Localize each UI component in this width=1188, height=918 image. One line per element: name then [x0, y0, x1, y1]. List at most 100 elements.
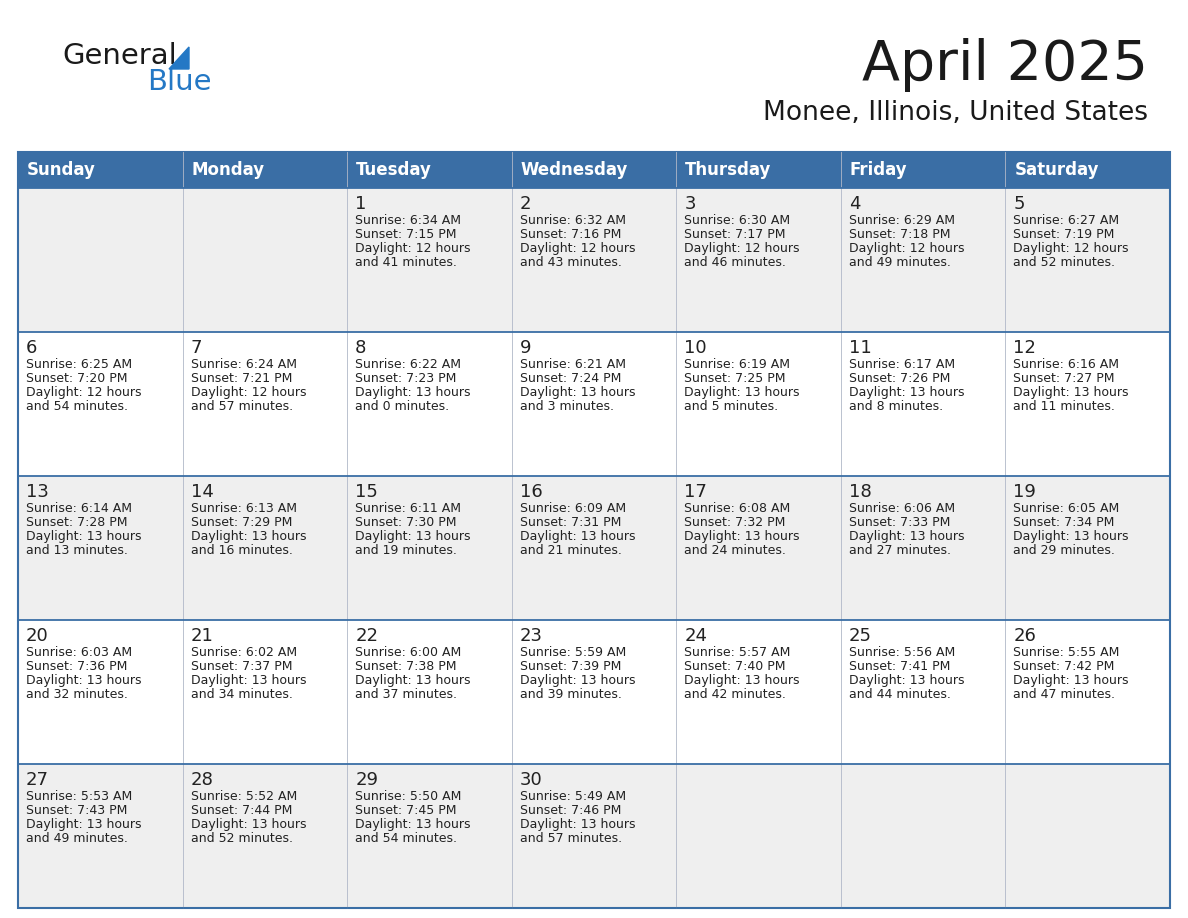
- Text: Daylight: 13 hours: Daylight: 13 hours: [1013, 530, 1129, 543]
- Text: Monee, Illinois, United States: Monee, Illinois, United States: [763, 100, 1148, 126]
- Text: 5: 5: [1013, 195, 1025, 213]
- Text: and 47 minutes.: and 47 minutes.: [1013, 688, 1116, 701]
- Text: and 39 minutes.: and 39 minutes.: [519, 688, 621, 701]
- Bar: [18, 152, 1170, 908]
- Text: Daylight: 13 hours: Daylight: 13 hours: [1013, 674, 1129, 687]
- Text: Sunset: 7:46 PM: Sunset: 7:46 PM: [519, 804, 621, 817]
- Text: Sunset: 7:26 PM: Sunset: 7:26 PM: [849, 372, 950, 385]
- Text: Sunrise: 6:17 AM: Sunrise: 6:17 AM: [849, 358, 955, 371]
- Bar: [841, 152, 1005, 188]
- Text: 15: 15: [355, 483, 378, 501]
- Text: Daylight: 13 hours: Daylight: 13 hours: [26, 530, 141, 543]
- Text: 24: 24: [684, 627, 707, 645]
- Text: 13: 13: [26, 483, 49, 501]
- Text: and 57 minutes.: and 57 minutes.: [519, 832, 621, 845]
- Text: and 0 minutes.: and 0 minutes.: [355, 400, 449, 413]
- Text: Sunrise: 5:53 AM: Sunrise: 5:53 AM: [26, 790, 132, 803]
- Bar: [18, 152, 183, 188]
- Text: and 49 minutes.: and 49 minutes.: [849, 256, 950, 269]
- Text: and 8 minutes.: and 8 minutes.: [849, 400, 943, 413]
- Text: Daylight: 13 hours: Daylight: 13 hours: [355, 386, 470, 399]
- Text: and 21 minutes.: and 21 minutes.: [519, 544, 621, 557]
- Text: Sunrise: 6:29 AM: Sunrise: 6:29 AM: [849, 214, 955, 227]
- Text: Sunrise: 6:09 AM: Sunrise: 6:09 AM: [519, 502, 626, 515]
- Text: Sunrise: 6:24 AM: Sunrise: 6:24 AM: [190, 358, 297, 371]
- Text: Sunset: 7:30 PM: Sunset: 7:30 PM: [355, 516, 456, 529]
- Text: Sunset: 7:44 PM: Sunset: 7:44 PM: [190, 804, 292, 817]
- Text: 29: 29: [355, 771, 378, 789]
- Text: Sunrise: 6:25 AM: Sunrise: 6:25 AM: [26, 358, 132, 371]
- Text: Sunset: 7:23 PM: Sunset: 7:23 PM: [355, 372, 456, 385]
- Text: Monday: Monday: [191, 161, 265, 179]
- Text: Sunrise: 6:13 AM: Sunrise: 6:13 AM: [190, 502, 297, 515]
- Text: Sunset: 7:34 PM: Sunset: 7:34 PM: [1013, 516, 1114, 529]
- Text: Sunday: Sunday: [27, 161, 96, 179]
- Text: General: General: [62, 42, 177, 70]
- Text: Sunset: 7:39 PM: Sunset: 7:39 PM: [519, 660, 621, 673]
- Text: Sunrise: 5:50 AM: Sunrise: 5:50 AM: [355, 790, 461, 803]
- Text: Sunset: 7:21 PM: Sunset: 7:21 PM: [190, 372, 292, 385]
- Text: Sunset: 7:17 PM: Sunset: 7:17 PM: [684, 228, 785, 241]
- Text: 8: 8: [355, 339, 367, 357]
- Text: 16: 16: [519, 483, 543, 501]
- Text: Sunrise: 5:49 AM: Sunrise: 5:49 AM: [519, 790, 626, 803]
- Text: Daylight: 13 hours: Daylight: 13 hours: [190, 530, 307, 543]
- Text: 10: 10: [684, 339, 707, 357]
- Text: Daylight: 13 hours: Daylight: 13 hours: [684, 530, 800, 543]
- Text: and 24 minutes.: and 24 minutes.: [684, 544, 786, 557]
- Bar: [18, 332, 1170, 476]
- Text: Sunrise: 6:14 AM: Sunrise: 6:14 AM: [26, 502, 132, 515]
- Text: Saturday: Saturday: [1015, 161, 1099, 179]
- Text: 27: 27: [26, 771, 49, 789]
- Text: Wednesday: Wednesday: [520, 161, 628, 179]
- Bar: [18, 188, 1170, 332]
- Bar: [18, 764, 1170, 908]
- Text: and 43 minutes.: and 43 minutes.: [519, 256, 621, 269]
- Text: and 52 minutes.: and 52 minutes.: [190, 832, 292, 845]
- Text: Sunset: 7:31 PM: Sunset: 7:31 PM: [519, 516, 621, 529]
- Text: Sunrise: 6:08 AM: Sunrise: 6:08 AM: [684, 502, 790, 515]
- Text: Sunrise: 5:52 AM: Sunrise: 5:52 AM: [190, 790, 297, 803]
- Text: Sunset: 7:15 PM: Sunset: 7:15 PM: [355, 228, 456, 241]
- Bar: [18, 476, 1170, 620]
- Text: Daylight: 13 hours: Daylight: 13 hours: [849, 386, 965, 399]
- Text: Friday: Friday: [849, 161, 908, 179]
- Text: and 54 minutes.: and 54 minutes.: [355, 832, 457, 845]
- Text: Sunrise: 6:05 AM: Sunrise: 6:05 AM: [1013, 502, 1119, 515]
- Text: Sunrise: 6:32 AM: Sunrise: 6:32 AM: [519, 214, 626, 227]
- Text: Sunset: 7:20 PM: Sunset: 7:20 PM: [26, 372, 127, 385]
- Text: and 41 minutes.: and 41 minutes.: [355, 256, 457, 269]
- Text: 23: 23: [519, 627, 543, 645]
- Text: and 44 minutes.: and 44 minutes.: [849, 688, 950, 701]
- Text: Sunset: 7:18 PM: Sunset: 7:18 PM: [849, 228, 950, 241]
- Text: Sunset: 7:27 PM: Sunset: 7:27 PM: [1013, 372, 1114, 385]
- Text: Daylight: 13 hours: Daylight: 13 hours: [355, 818, 470, 831]
- Polygon shape: [169, 47, 189, 69]
- Text: Sunset: 7:33 PM: Sunset: 7:33 PM: [849, 516, 950, 529]
- Text: Sunrise: 6:22 AM: Sunrise: 6:22 AM: [355, 358, 461, 371]
- Text: and 3 minutes.: and 3 minutes.: [519, 400, 614, 413]
- Text: Daylight: 12 hours: Daylight: 12 hours: [355, 242, 470, 255]
- Text: Sunset: 7:38 PM: Sunset: 7:38 PM: [355, 660, 456, 673]
- Text: Daylight: 12 hours: Daylight: 12 hours: [519, 242, 636, 255]
- Text: Sunrise: 6:27 AM: Sunrise: 6:27 AM: [1013, 214, 1119, 227]
- Text: Sunset: 7:43 PM: Sunset: 7:43 PM: [26, 804, 127, 817]
- Text: and 29 minutes.: and 29 minutes.: [1013, 544, 1116, 557]
- Text: Daylight: 13 hours: Daylight: 13 hours: [519, 674, 636, 687]
- Text: 26: 26: [1013, 627, 1036, 645]
- Text: Sunrise: 6:02 AM: Sunrise: 6:02 AM: [190, 646, 297, 659]
- Text: Daylight: 13 hours: Daylight: 13 hours: [1013, 386, 1129, 399]
- Text: Sunrise: 6:00 AM: Sunrise: 6:00 AM: [355, 646, 461, 659]
- Bar: [676, 152, 841, 188]
- Text: and 52 minutes.: and 52 minutes.: [1013, 256, 1116, 269]
- Text: 7: 7: [190, 339, 202, 357]
- Text: Daylight: 13 hours: Daylight: 13 hours: [684, 674, 800, 687]
- Text: Daylight: 13 hours: Daylight: 13 hours: [26, 818, 141, 831]
- Text: and 46 minutes.: and 46 minutes.: [684, 256, 786, 269]
- Text: Sunrise: 5:59 AM: Sunrise: 5:59 AM: [519, 646, 626, 659]
- Text: 11: 11: [849, 339, 872, 357]
- Text: Tuesday: Tuesday: [356, 161, 432, 179]
- Text: 20: 20: [26, 627, 49, 645]
- Text: 1: 1: [355, 195, 367, 213]
- Text: Sunrise: 5:55 AM: Sunrise: 5:55 AM: [1013, 646, 1120, 659]
